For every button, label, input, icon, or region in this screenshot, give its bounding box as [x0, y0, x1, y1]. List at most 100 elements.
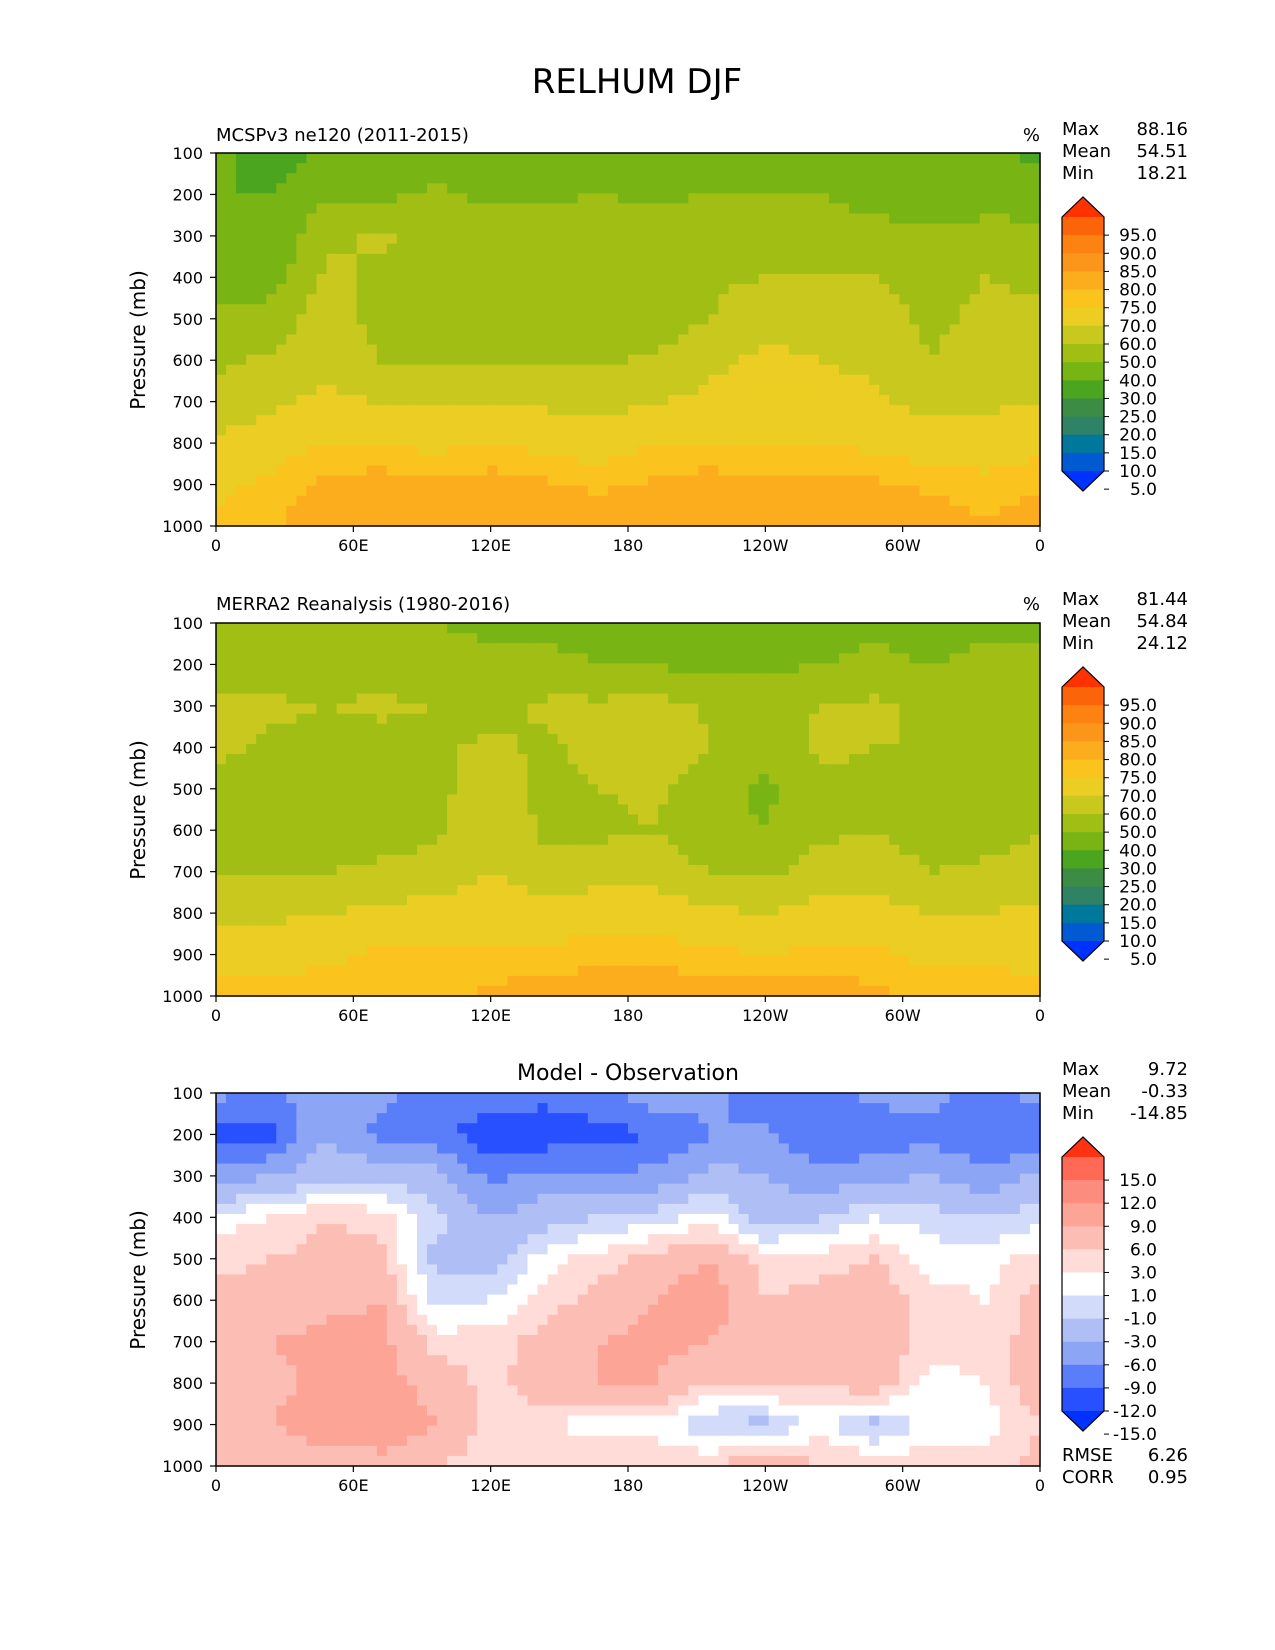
contour-cell [366, 374, 378, 386]
contour-cell [939, 465, 951, 477]
contour-cell [457, 683, 468, 695]
contour-cell [1009, 435, 1021, 446]
contour-cell [969, 364, 981, 376]
contour-cell [226, 495, 237, 507]
contour-cell [246, 243, 257, 255]
contour-cell [537, 814, 549, 826]
contour-cell [276, 895, 287, 906]
contour-cell [487, 364, 498, 376]
contour-cell [899, 304, 910, 315]
contour-cell [256, 623, 267, 634]
contour-cell [899, 314, 910, 325]
contour-cell [216, 284, 227, 295]
contour-cell [869, 485, 880, 497]
contour-cell [487, 673, 498, 685]
contour-cell [376, 304, 388, 315]
contour-cell [256, 213, 267, 225]
contour-cell [256, 485, 267, 497]
contour-cell [246, 213, 257, 225]
contour-cell [547, 415, 559, 426]
contour-cell [1019, 324, 1031, 336]
contour-cell [959, 374, 971, 386]
contour-cell [437, 945, 448, 957]
contour-cell [517, 505, 529, 517]
contour-cell [216, 213, 227, 225]
contour-cell [698, 324, 709, 336]
contour-cell [828, 284, 840, 295]
contour-cell [919, 354, 931, 366]
contour-cell [839, 233, 850, 245]
contour-cell [919, 515, 931, 527]
contour-cell [306, 475, 318, 487]
contour-cell [477, 895, 488, 906]
contour-cell [226, 643, 237, 654]
contour-cell [356, 364, 368, 376]
contour-cell [276, 794, 287, 806]
contour-cell [406, 633, 418, 644]
contour-cell [567, 935, 579, 947]
contour-cell [768, 495, 780, 507]
contour-cell [356, 465, 368, 477]
contour-cell [999, 425, 1011, 436]
contour-cell [537, 415, 549, 426]
contour-cell [698, 905, 709, 916]
contour-cell [557, 965, 569, 977]
contour-cell [226, 965, 237, 977]
contour-cell [597, 965, 609, 977]
contour-cell [396, 754, 408, 765]
contour-cell [798, 455, 810, 467]
contour-cell [306, 804, 318, 816]
contour-cell [477, 985, 488, 997]
contour-cell [216, 693, 227, 705]
contour-cell [376, 633, 388, 644]
contour-cell [607, 643, 619, 654]
contour-cell [808, 485, 820, 497]
contour-cell [617, 794, 629, 806]
contour-cell [517, 213, 529, 225]
contour-cell [617, 975, 629, 987]
contour-cell [798, 213, 810, 225]
contour-cell [869, 163, 880, 174]
contour-cell [557, 834, 569, 846]
contour-cell [507, 643, 519, 654]
contour-cell [587, 223, 599, 235]
contour-cell [507, 435, 519, 446]
contour-cell [316, 774, 328, 785]
contour-cell [537, 163, 549, 174]
contour-cell [447, 344, 458, 356]
contour-cell [376, 314, 388, 325]
contour-cell [768, 364, 780, 376]
contour-cell [768, 405, 780, 416]
contour-cell [748, 233, 760, 245]
contour-cell [487, 985, 498, 997]
contour-cell [497, 794, 509, 806]
contour-cell [839, 163, 850, 174]
contour-cell [467, 663, 478, 674]
contour-cell [366, 294, 378, 305]
contour-cell [376, 733, 388, 745]
contour-cell [648, 875, 659, 886]
contour-cell [648, 653, 659, 664]
contour-cell [557, 683, 569, 695]
contour-cell [899, 405, 910, 416]
contour-cell [879, 183, 890, 194]
contour-cell [386, 485, 398, 497]
contour-cell [919, 495, 931, 507]
contour-cell [859, 445, 870, 457]
contour-cell [316, 455, 328, 467]
contour-cell [939, 253, 951, 265]
contour-cell [447, 653, 458, 664]
contour-cell [788, 294, 800, 305]
contour-cell [507, 294, 519, 305]
units-label: % [1023, 594, 1040, 615]
contour-cell [648, 374, 659, 386]
contour-cell [366, 754, 378, 765]
contour-cell [306, 764, 318, 775]
contour-cell [698, 764, 709, 775]
contour-cell [326, 465, 338, 477]
contour-cell [336, 273, 348, 285]
contour-cell [406, 193, 418, 204]
contour-cell [688, 294, 699, 305]
contour-cell [256, 864, 267, 876]
contour-cell [607, 905, 619, 916]
